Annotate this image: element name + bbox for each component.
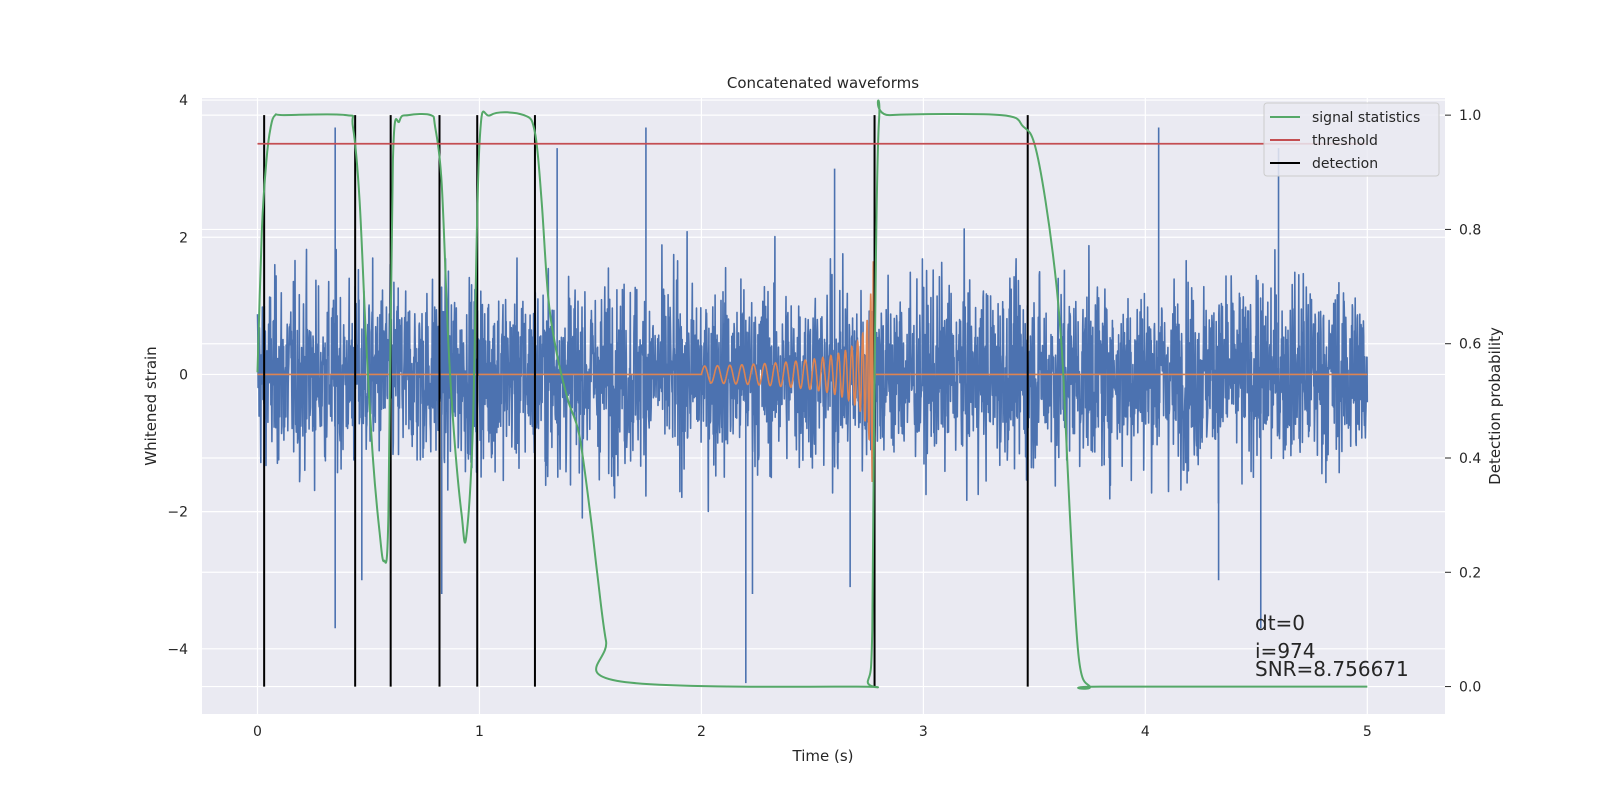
annotation-snr: SNR=8.756671 (1255, 657, 1409, 681)
x-tick-label: 3 (919, 724, 928, 740)
legend-label-threshold: threshold (1312, 133, 1378, 149)
y2-tick-label: 0.4 (1459, 451, 1481, 467)
y-axis-label: Whitened strain (142, 346, 160, 465)
x-tick-label: 2 (697, 724, 706, 740)
x-tick-label: 1 (475, 724, 484, 740)
tick-layer: 0 1 2 3 4 5 −4 −2 0 2 4 0.0 0.2 0.4 0.6 0.8 1.0 (167, 93, 1481, 740)
y2-tick-label: 0.2 (1459, 565, 1481, 581)
annotation-dt: dt=0 (1255, 611, 1305, 635)
y-tick-label: 4 (179, 93, 188, 109)
x-tick-label: 5 (1363, 724, 1372, 740)
y2-tick-label: 0.8 (1459, 222, 1481, 238)
y2-axis-label: Detection probability (1486, 327, 1504, 485)
template-series (257, 261, 1368, 483)
template-line (257, 261, 1368, 483)
y2-tick-label: 0.0 (1459, 680, 1481, 696)
x-axis-label: Time (s) (792, 747, 854, 765)
x-tick-label: 4 (1141, 724, 1150, 740)
x-tick-label: 0 (253, 724, 262, 740)
y-tick-label: 2 (179, 230, 188, 246)
y-tick-label: −4 (167, 642, 188, 658)
legend: signal statistics threshold detection (1263, 102, 1440, 177)
strain-line (256, 228, 1369, 519)
chart-title: Concatenated waveforms (727, 74, 919, 92)
legend-label-signal-statistics: signal statistics (1312, 110, 1420, 126)
y-tick-label: −2 (167, 505, 188, 521)
signal-statistics-line (256, 99, 1368, 690)
y2-tick-label: 1.0 (1459, 108, 1481, 124)
legend-label-detection: detection (1312, 156, 1378, 172)
annotation-i: i=974 (1255, 639, 1316, 663)
signal-statistics-series (256, 99, 1368, 690)
y-tick-label: 0 (179, 367, 188, 383)
legend-box (1263, 102, 1440, 177)
strain-series (256, 127, 1369, 684)
y2-tick-label: 0.6 (1459, 337, 1481, 353)
